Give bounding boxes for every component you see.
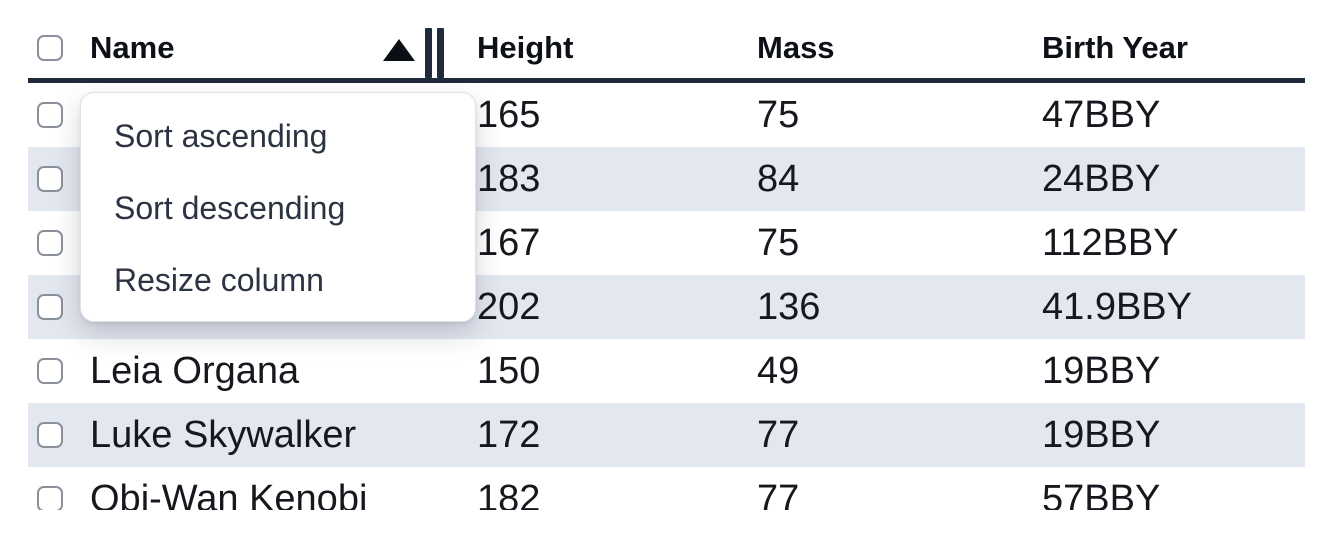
cell-birth-year: 19BBY [1042, 349, 1161, 392]
row-checkbox-cell [28, 275, 90, 339]
cell-height: 165 [477, 93, 541, 136]
cell-name: Luke Skywalker [90, 413, 357, 456]
row-checkbox[interactable] [37, 486, 63, 510]
table-row: Luke Skywalker 172 77 19BBY [28, 403, 1305, 467]
row-checkbox[interactable] [37, 358, 63, 384]
cell-birth-year: 24BBY [1042, 157, 1161, 200]
column-header-birth-year-label: Birth Year [1042, 29, 1188, 65]
menu-item-sort-ascending[interactable]: Sort ascending [114, 117, 328, 154]
column-header-height[interactable]: Height [477, 17, 757, 78]
column-header-mass[interactable]: Mass [757, 17, 1042, 78]
cell-height: 202 [477, 285, 541, 328]
table-body: 165 75 47BBY 183 84 24BBY 167 75 112BBY … [28, 83, 1305, 510]
row-checkbox[interactable] [37, 230, 63, 256]
data-grid: Name Height Mass Birth Year 165 75 [28, 0, 1305, 510]
cell-height: 182 [477, 477, 541, 511]
column-header-name-label: Name [90, 29, 175, 65]
sort-ascending-icon [383, 39, 415, 61]
row-checkbox[interactable] [37, 294, 63, 320]
row-checkbox-cell [28, 83, 90, 147]
table-row: 202 136 41.9BBY [28, 275, 1305, 339]
cell-height: 183 [477, 157, 541, 200]
cell-height: 172 [477, 413, 541, 456]
cell-birth-year: 41.9BBY [1042, 285, 1192, 328]
row-checkbox-cell [28, 147, 90, 211]
cell-name: Obi-Wan Kenobi [90, 477, 368, 511]
column-header-birth-year[interactable]: Birth Year [1042, 17, 1305, 78]
select-all-cell [28, 17, 90, 78]
row-checkbox[interactable] [37, 422, 63, 448]
column-header-height-label: Height [477, 29, 574, 65]
column-header-mass-label: Mass [757, 29, 835, 65]
row-checkbox-cell [28, 467, 90, 510]
table-row: Leia Organa 150 49 19BBY [28, 339, 1305, 403]
cell-name: Leia Organa [90, 349, 300, 392]
table-row: Obi-Wan Kenobi 182 77 57BBY [28, 467, 1305, 510]
row-checkbox-cell [28, 403, 90, 467]
row-checkbox[interactable] [37, 166, 63, 192]
row-checkbox-cell [28, 211, 90, 275]
cell-birth-year: 47BBY [1042, 93, 1161, 136]
cell-mass: 84 [757, 157, 800, 200]
cell-birth-year: 112BBY [1042, 221, 1179, 264]
resize-bar-icon [437, 28, 444, 78]
cell-mass: 75 [757, 93, 800, 136]
resize-bar-icon [425, 28, 432, 78]
cell-birth-year: 19BBY [1042, 413, 1161, 456]
row-checkbox[interactable] [37, 102, 63, 128]
column-header-name[interactable]: Name [90, 17, 477, 78]
data-grid-viewport: Name Height Mass Birth Year 165 75 [28, 0, 1305, 510]
cell-height: 167 [477, 221, 541, 264]
cell-birth-year: 57BBY [1042, 477, 1161, 511]
cell-mass: 75 [757, 221, 800, 264]
column-resize-handle[interactable] [425, 28, 444, 78]
menu-item-sort-descending[interactable]: Sort descending [114, 189, 346, 226]
table-row: 165 75 47BBY [28, 83, 1305, 147]
cell-mass: 77 [757, 413, 800, 456]
table-row: 167 75 112BBY [28, 211, 1305, 275]
row-checkbox-cell [28, 339, 90, 403]
menu-item-resize-column[interactable]: Resize column [114, 261, 324, 298]
select-all-checkbox[interactable] [37, 34, 63, 61]
cell-mass: 49 [757, 349, 800, 392]
cell-height: 150 [477, 349, 541, 392]
cell-mass: 77 [757, 477, 800, 511]
table-header-row: Name Height Mass Birth Year [28, 0, 1305, 83]
cell-mass: 136 [757, 285, 821, 328]
column-actions-menu: Sort ascending Sort descending Resize co… [80, 92, 476, 322]
